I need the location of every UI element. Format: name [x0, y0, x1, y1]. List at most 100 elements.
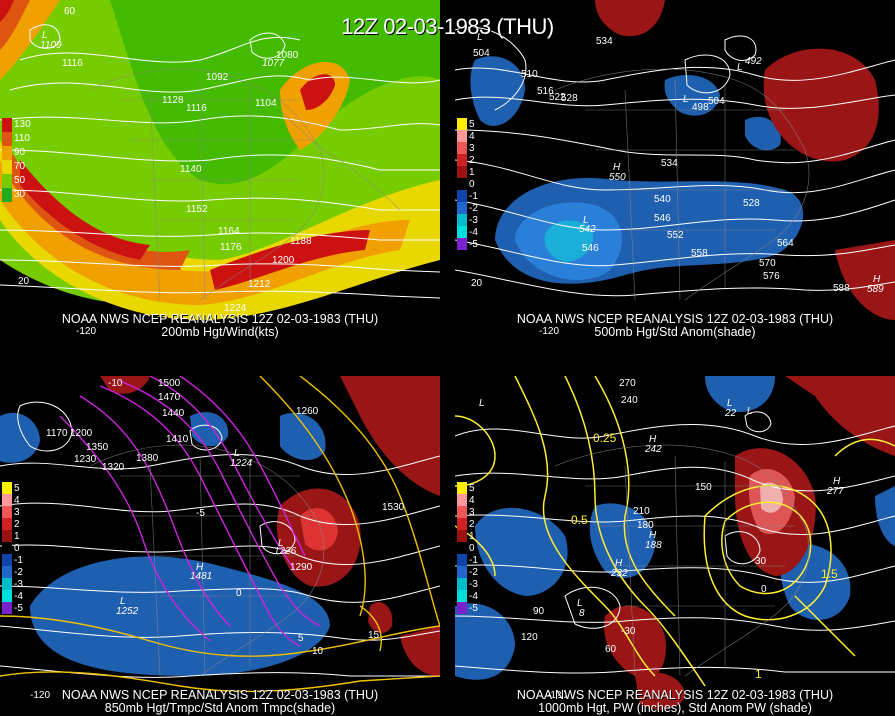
high-center-value: 589 [867, 284, 884, 295]
legend-swatch: 5 [457, 482, 475, 494]
map-1000mb: 270 240 210 180 150 120 90 60 30 0 -30 0… [455, 376, 895, 716]
legend-label: 2 [14, 519, 20, 530]
contour-label: 1104 [255, 98, 277, 109]
legend-swatch: 3 [457, 506, 475, 518]
high-center-symbol: H [873, 274, 881, 285]
legend-swatch: 0 [2, 542, 20, 554]
legend-label: 3 [14, 507, 20, 518]
contour-label: 1290 [290, 562, 313, 573]
panel-source-caption: NOAA NWS NCEP REANALYSIS 12Z 02-03-1983 … [61, 688, 379, 702]
legend-label: -4 [469, 227, 478, 238]
legend-label: -1 [469, 191, 478, 202]
contour-label: 30 [755, 556, 767, 567]
legend-label: 4 [469, 495, 475, 506]
contour-label: 90 [533, 606, 545, 617]
temperature-label: 10 [312, 646, 324, 657]
legend-swatch: -5 [2, 602, 23, 614]
legend-label: -2 [469, 567, 478, 578]
legend-label: -2 [469, 203, 478, 214]
contour-label: 576 [763, 271, 780, 282]
legend-swatch: -2 [2, 566, 23, 578]
low-center-value: 542 [579, 224, 596, 235]
legend-swatch: 130 [2, 118, 31, 132]
contour-label: 150 [695, 482, 712, 493]
panel-field-caption: 200mb Hgt/Wind(kts) [161, 325, 279, 339]
contour-label: 546 [654, 213, 671, 224]
legend-swatch: 90 [2, 146, 25, 160]
high-center-value: 232 [610, 568, 628, 579]
pw-label: 0.5 [571, 513, 588, 527]
contour-label: 1188 [290, 236, 312, 247]
legend-swatch: -4 [457, 590, 478, 602]
contour-label: 1116 [62, 58, 83, 69]
temperature-label: 5 [298, 633, 304, 644]
low-center-symbol: L [234, 448, 240, 459]
high-center-value: 277 [826, 486, 844, 497]
legend-label: -5 [469, 603, 478, 614]
legend-swatch: 30 [2, 188, 25, 202]
contour-labels-500mb: 504 510 516 522 528 534 498 504 540 546 … [471, 32, 884, 337]
panel-source-caption: NOAA NWS NCEP REANALYSIS 12Z 02-03-1983 … [516, 312, 834, 326]
contour-label: 1530 [382, 502, 405, 513]
legend-swatch: 3 [2, 506, 20, 518]
contour-label: 504 [708, 96, 725, 107]
legend-label: 0 [469, 179, 475, 190]
legend-label: 2 [469, 519, 475, 530]
map-500mb: 504 510 516 522 528 534 498 504 540 546 … [455, 0, 895, 340]
pw-label: 1.5 [821, 567, 838, 581]
low-center-symbol: L [278, 538, 284, 549]
contour-label: 210 [633, 506, 650, 517]
panel-source-caption: NOAA NWS NCEP REANALYSIS 12Z 02-03-1983 … [61, 312, 379, 326]
legend-label: 4 [469, 131, 475, 142]
contour-label: 270 [619, 378, 636, 389]
contour-label: 120 [521, 632, 538, 643]
contour-label: 588 [833, 283, 850, 294]
low-center-symbol: L [42, 30, 48, 41]
legend-swatch: 2 [457, 154, 475, 166]
legend-label: -1 [469, 555, 478, 566]
legend-swatch: 2 [457, 518, 475, 530]
legend-swatch: 1 [2, 530, 20, 542]
contour-label: 522 [549, 92, 566, 103]
legend-swatch: 110 [2, 132, 30, 146]
contour-label: 60 [605, 644, 617, 655]
panel-source-caption: NOAA NWS NCEP REANALYSIS 12Z 02-03-1983 … [516, 688, 834, 702]
contour-label: 534 [661, 158, 678, 169]
panel-field-caption: 850mb Hgt/Tmpc/Std Anom Tmpc(shade) [104, 701, 336, 715]
low-center-value: 1224 [230, 458, 253, 469]
contour-label: 1200 [70, 428, 93, 439]
legend-label: -4 [469, 591, 478, 602]
map-850mb: 1500 1470 1440 1410 1380 1350 1320 1290 … [0, 376, 440, 716]
legend-label: 2 [469, 155, 475, 166]
legend-label: -5 [469, 239, 478, 250]
contour-label: 1092 [206, 72, 229, 83]
legend-label: 0 [14, 543, 20, 554]
map-title: 12Z 02-03-1983 (THU) [341, 14, 554, 39]
panel-850mb: 1500 1470 1440 1410 1380 1350 1320 1290 … [0, 376, 440, 716]
low-center-symbol: L [727, 398, 733, 409]
contour-label: 1320 [102, 462, 125, 473]
contour-label: 534 [596, 36, 613, 47]
high-center-symbol: H [833, 476, 841, 487]
low-center-symbol: L [583, 215, 589, 226]
low-center-value: 492 [745, 56, 762, 67]
panel-500mb: 504 510 516 522 528 534 498 504 540 546 … [455, 0, 895, 340]
contour-label: 1200 [272, 255, 295, 266]
legend-label: 5 [469, 483, 475, 494]
legend-swatch: 4 [2, 494, 20, 506]
legend-label: 1 [14, 531, 20, 542]
contour-label: 516 [537, 86, 554, 97]
contour-label: 1212 [248, 279, 271, 290]
legend-label: -3 [469, 579, 478, 590]
contour-label: 1224 [224, 303, 247, 314]
contour-label: 20 [471, 278, 483, 289]
legend-swatch: 4 [457, 130, 475, 142]
contour-label: 552 [667, 230, 684, 241]
legend-swatch: -5 [457, 602, 478, 614]
legend-label: 5 [469, 119, 475, 130]
legend-swatch: 3 [457, 142, 475, 154]
pw-label: 1 [755, 667, 762, 681]
contour-label: 558 [691, 248, 708, 259]
pw-label: 0.25 [593, 431, 617, 445]
legend-swatch: 70 [2, 160, 25, 174]
